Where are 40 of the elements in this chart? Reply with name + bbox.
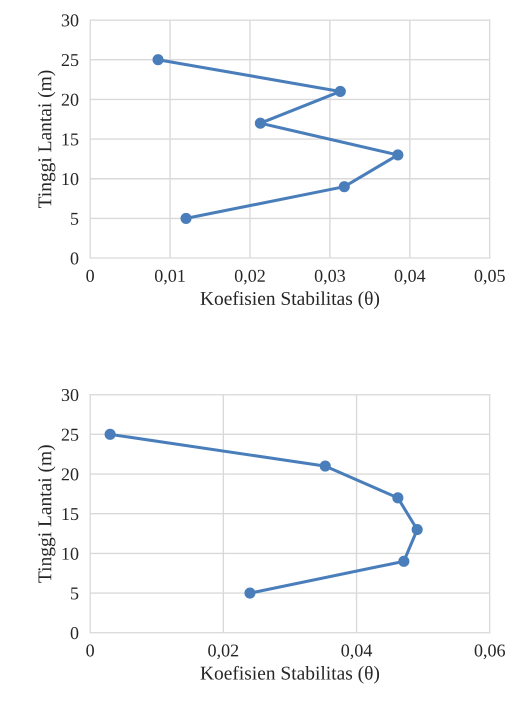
point bbox=[392, 149, 404, 160]
x-tick-label: 0,03 bbox=[314, 270, 345, 285]
x-tick-label: 0,02 bbox=[234, 270, 265, 285]
point bbox=[412, 524, 423, 536]
y-axis-title: Tinggi Lantai (m) bbox=[38, 70, 56, 208]
point bbox=[338, 181, 350, 192]
point bbox=[104, 428, 116, 440]
x-tick-label: 0 bbox=[86, 270, 94, 282]
y-tick-label: 25 bbox=[62, 428, 78, 441]
x-tick-label: 0,04 bbox=[394, 270, 426, 285]
point bbox=[254, 118, 266, 129]
x-tick-label: 0,05 bbox=[474, 270, 505, 285]
y-axis-title: Tinggi Lantai (m) bbox=[38, 445, 56, 583]
x-axis-title: Koefisien Stabilitas (θ) bbox=[200, 291, 380, 309]
point bbox=[398, 556, 410, 567]
y-tick-label: 30 bbox=[62, 14, 78, 26]
x-tick-label: 0,01 bbox=[154, 270, 185, 285]
y-tick-label: 5 bbox=[71, 588, 78, 600]
x-axis-title: Koefisien Stabilitas (θ) bbox=[200, 666, 380, 684]
y-tick-label: 30 bbox=[62, 388, 78, 402]
y-tick-label: 15 bbox=[62, 133, 78, 146]
y-tick-label: 5 bbox=[71, 212, 78, 225]
point bbox=[320, 460, 331, 472]
y-tick-label: 0 bbox=[70, 252, 78, 265]
x-tick-label: 0,02 bbox=[208, 644, 238, 660]
x-tick-label: 0,04 bbox=[341, 644, 372, 660]
y-tick-label: 25 bbox=[62, 54, 78, 66]
point bbox=[334, 86, 346, 98]
y-tick-label: 20 bbox=[62, 94, 78, 106]
y-tick-label: 0 bbox=[70, 627, 78, 640]
y-tick-label: 10 bbox=[62, 173, 78, 186]
point bbox=[152, 54, 164, 66]
point bbox=[392, 492, 404, 504]
point bbox=[180, 212, 192, 224]
y-tick-label: 15 bbox=[62, 508, 78, 520]
x-tick-label: 0,06 bbox=[474, 644, 506, 660]
y-tick-label: 20 bbox=[62, 468, 78, 480]
y-tick-label: 10 bbox=[62, 548, 78, 560]
point bbox=[244, 588, 256, 599]
x-tick-label: 0 bbox=[86, 644, 94, 657]
